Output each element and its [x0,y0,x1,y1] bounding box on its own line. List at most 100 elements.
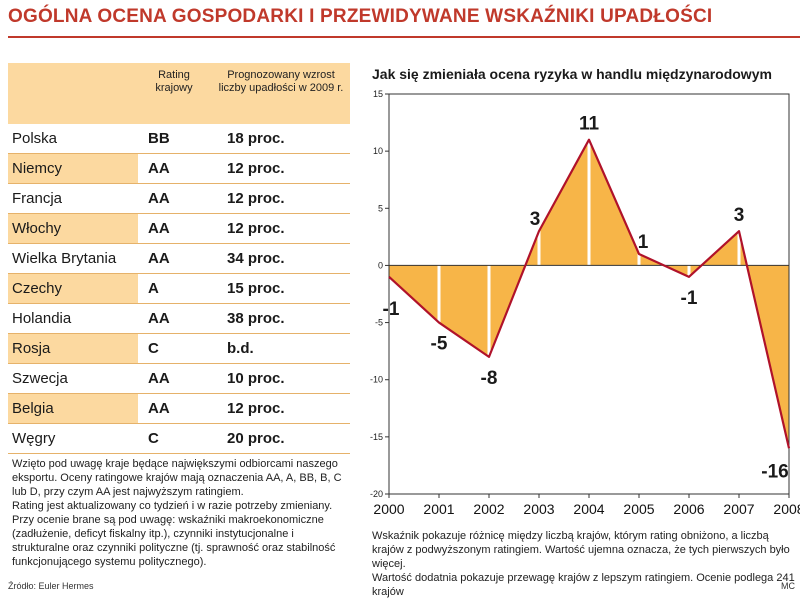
cell-gap [138,244,148,274]
data-label: -1 [383,299,400,320]
data-label: 11 [579,114,600,135]
rating-cell: AA [148,250,170,267]
country-cell: Rosja [8,334,138,364]
rating-cell: BB [148,130,170,147]
cell-gap [138,184,148,214]
rating-cell: C [148,340,159,357]
row-divider [8,333,350,334]
country-cell: Holandia [12,310,72,327]
chart-note: Wskaźnik pokazuje różnicę między liczbą … [372,530,790,570]
author-initials: MC [781,581,795,591]
x-tick-label: 2004 [573,501,604,517]
data-label: -16 [761,461,788,482]
cell-gap [138,424,148,454]
table-row: Belgia AA 12 proc. [8,394,350,424]
cell-gap [138,364,148,394]
growth-cell: 20 proc. [227,430,285,447]
growth-cell: 34 proc. [227,250,285,267]
table-row: Niemcy AA 12 proc. [8,154,350,184]
chart-title: Jak się zmieniała ocena ryzyka w handlu … [372,66,772,82]
cell-gap [138,124,148,154]
growth-cell: 12 proc. [227,160,285,177]
rating-cell: AA [148,190,170,207]
risk-chart: 15 10 5 0 -5 -10 -15 -20 2000 2001 2002 2003 2004 200… [370,89,800,517]
header-growth: Prognozowany wzrost liczby upadłości w 2… [218,69,344,94]
country-cell: Wielka Brytania [12,250,117,267]
growth-cell: 18 proc. [227,130,285,147]
country-cell: Szwecja [12,370,68,387]
cell-gap [138,154,148,184]
y-tick-label: 0 [378,260,383,270]
country-cell: Węgry [12,430,56,447]
rating-cell: AA [148,370,170,387]
x-tick-label: 2005 [623,501,654,517]
row-divider [8,183,350,184]
country-cell: Belgia [8,394,138,424]
data-label: -5 [431,334,448,355]
rating-cell: AA [148,220,170,237]
growth-cell: 12 proc. [227,190,285,207]
data-label: 3 [530,209,541,230]
table-row: Włochy AA 12 proc. [8,214,350,244]
page-title: OGÓLNA OCENA GOSPODARKI I PRZEWIDYWANE W… [8,6,713,27]
table-notes: Wzięto pod uwagę kraje będące największy… [12,457,350,569]
y-tick-label: 10 [373,146,383,156]
y-tick-label: -20 [370,489,383,499]
cell-gap [138,394,148,424]
data-label: -8 [481,368,498,389]
x-tick-label: 2001 [423,501,454,517]
cell-gap [138,214,148,244]
table-row: Francja AA 12 proc. [8,184,350,214]
growth-cell: 15 proc. [227,280,285,297]
row-divider [8,243,350,244]
country-cell: Niemcy [8,154,138,184]
title-divider [8,36,800,38]
growth-cell: 12 proc. [227,400,285,417]
row-divider [8,213,350,214]
growth-cell: b.d. [227,340,254,357]
row-divider [8,273,350,274]
y-tick-label: 15 [373,89,383,99]
rating-cell: AA [148,160,170,177]
table-body: Polska BB 18 proc. Niemcy AA 12 proc. Francja A… [8,124,350,454]
cell-gap [138,304,148,334]
x-tick-label: 2007 [723,501,754,517]
data-label: -1 [681,288,698,309]
y-tick-label: -5 [375,318,383,328]
country-cell: Polska [12,130,58,147]
row-divider [8,303,350,304]
chart-notes: Wskaźnik pokazuje różnicę między liczbą … [372,529,797,599]
country-cell: Francja [12,190,63,207]
row-divider [8,393,350,394]
cell-gap [138,274,148,304]
ratings-table: Rating krajowy Prognozowany wzrost liczb… [8,63,350,454]
table-row: Wielka Brytania AA 34 proc. [8,244,350,274]
row-divider [8,363,350,364]
table-row: Węgry C 20 proc. [8,424,350,454]
data-label: 1 [638,232,649,253]
y-tick-label: 5 [378,203,383,213]
growth-cell: 12 proc. [227,220,285,237]
growth-cell: 10 proc. [227,370,285,387]
table-row: Polska BB 18 proc. [8,124,350,154]
table-note: Wzięto pod uwagę kraje będące największy… [12,458,342,498]
cell-gap [138,334,148,364]
rating-cell: C [148,430,159,447]
growth-cell: 38 proc. [227,310,285,327]
y-tick-label: -15 [370,432,383,442]
country-cell: Czechy [8,274,138,304]
source-note: Źródło: Euler Hermes [8,581,94,591]
header-rating: Rating krajowy [155,69,193,94]
rating-cell: AA [148,310,170,327]
x-tick-label: 2000 [373,501,404,517]
x-tick-label: 2006 [673,501,704,517]
rating-cell: AA [148,400,170,417]
table-header: Rating krajowy Prognozowany wzrost liczb… [8,63,350,124]
chart-note: Wartość dodatnia pokazuje przewagę krajó… [372,572,795,598]
row-divider [8,423,350,424]
table-note: Rating jest aktualizowany co tydzień i w… [12,500,333,512]
country-cell: Włochy [8,214,138,244]
y-tick-label: -10 [370,375,383,385]
series-line [388,138,791,449]
